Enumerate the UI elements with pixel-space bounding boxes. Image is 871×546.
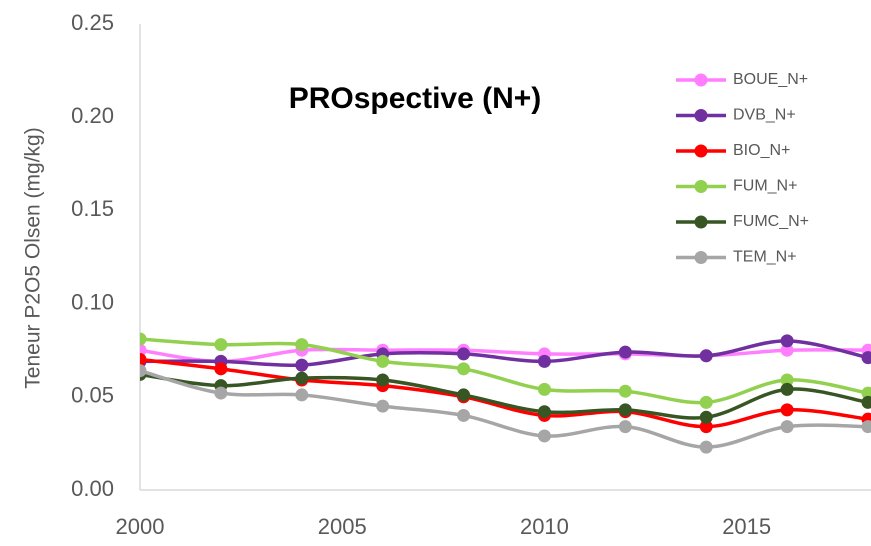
point: [295, 358, 309, 372]
point: [618, 420, 632, 434]
point: [295, 371, 309, 385]
x-tick-label: 2005: [318, 514, 367, 539]
point: [780, 373, 794, 387]
legend-marker: [694, 144, 708, 158]
y-tick-label: 0.00: [71, 476, 114, 501]
legend-label: FUM_N+: [733, 178, 797, 195]
legend-label: DVB_N+: [733, 107, 796, 124]
point: [537, 354, 551, 368]
point: [140, 364, 147, 378]
point: [537, 405, 551, 419]
legend-marker: [694, 215, 708, 229]
series-line: [140, 337, 869, 405]
legend-marker: [694, 73, 708, 87]
point: [457, 347, 471, 361]
legend-label: BIO_N+: [733, 142, 790, 159]
legend-marker: [694, 251, 708, 264]
y-tick-label: 0.15: [71, 196, 114, 221]
point: [699, 349, 713, 363]
point: [699, 395, 713, 409]
x-tick-label: 2010: [520, 514, 569, 539]
point: [861, 420, 871, 434]
point: [780, 343, 794, 357]
point: [376, 373, 390, 387]
legend-marker: [694, 180, 708, 193]
x-tick-label: 2015: [722, 514, 771, 539]
legend-marker: [694, 109, 708, 122]
point: [861, 395, 871, 409]
legend-label: TEM_N+: [733, 249, 797, 266]
point: [699, 440, 713, 454]
point: [537, 429, 551, 443]
legend-label: FUMC_N+: [733, 213, 809, 230]
series-line: [140, 369, 869, 449]
y-tick-label: 0.25: [71, 10, 114, 35]
point: [780, 382, 794, 396]
point: [618, 345, 632, 359]
point: [780, 334, 794, 348]
point: [295, 338, 309, 352]
series-line: [140, 357, 869, 429]
point: [376, 354, 390, 368]
point: [140, 332, 147, 346]
point: [780, 420, 794, 434]
point: [295, 388, 309, 402]
chart-title: PROspective (N+): [289, 82, 542, 115]
y-axis-title: Teneur P2O5 Olsen (mg/kg): [22, 127, 45, 388]
y-tick-label: 0.10: [71, 289, 114, 314]
point: [214, 338, 228, 352]
y-tick-label: 0.20: [71, 103, 114, 128]
y-tick-label: 0.05: [71, 383, 114, 408]
point: [140, 353, 147, 367]
point: [780, 403, 794, 417]
series-line: [140, 372, 869, 420]
point: [699, 420, 713, 434]
point: [618, 384, 632, 398]
point: [537, 382, 551, 396]
x-tick-label: 2000: [116, 514, 165, 539]
point: [214, 362, 228, 376]
point: [214, 386, 228, 400]
series-line: [140, 347, 869, 364]
point: [618, 403, 632, 417]
point: [457, 388, 471, 402]
point: [376, 399, 390, 413]
point: [861, 351, 871, 365]
legend-label: BOUE_N+: [733, 71, 808, 88]
point: [457, 362, 471, 376]
point: [457, 408, 471, 422]
point: [699, 410, 713, 424]
series-line: [140, 339, 869, 368]
